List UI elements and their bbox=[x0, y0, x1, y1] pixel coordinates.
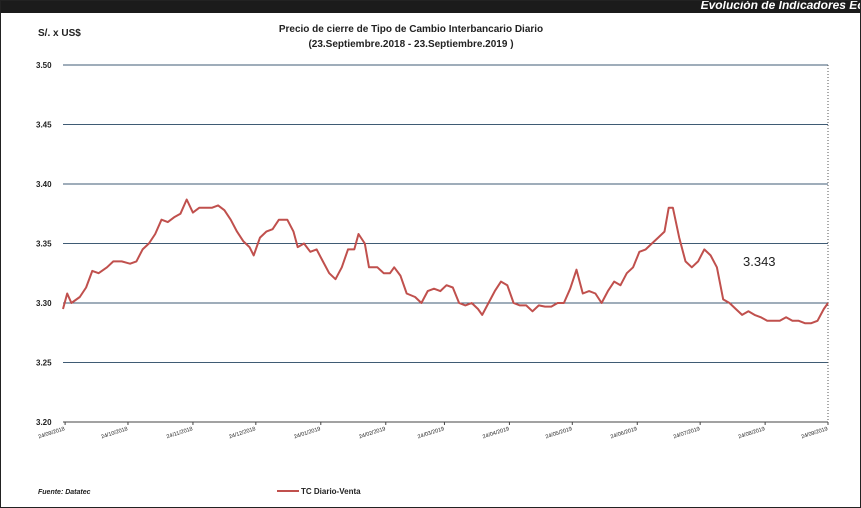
y-tick-label: 3.25 bbox=[36, 359, 52, 368]
top-banner: Evolución de Indicadores Ec bbox=[1, 0, 861, 13]
x-tick-label: 24/02/2019 bbox=[358, 426, 386, 440]
y-tick-labels: 3.50 3.45 3.40 3.35 3.30 3.25 3.20 bbox=[36, 61, 52, 427]
y-tick-label: 3.50 bbox=[36, 61, 52, 70]
grid-lines bbox=[63, 64, 828, 363]
x-tick-label: 24/08/2019 bbox=[738, 426, 766, 440]
x-tick-label: 24/11/2018 bbox=[166, 426, 194, 440]
y-tick-label: 3.20 bbox=[36, 418, 52, 427]
x-tick-label: 24/09/2018 bbox=[38, 426, 66, 440]
chart-title-line2: (23.Septiembre.2018 - 23.Septiembre.2019… bbox=[308, 39, 513, 50]
y-tick-label: 3.30 bbox=[36, 299, 52, 308]
x-tick-labels: 24/09/2018 24/10/2018 24/11/2018 24/12/2018… bbox=[38, 422, 829, 440]
banner-title: Evolución de Indicadores Ec bbox=[700, 0, 861, 12]
y-tick-label: 3.35 bbox=[36, 240, 52, 249]
last-value-label: 3.343 bbox=[743, 254, 776, 269]
series-group bbox=[62, 198, 829, 325]
y-tick-label: 3.45 bbox=[36, 121, 52, 130]
x-tick-label: 24/12/2018 bbox=[228, 426, 256, 440]
y-axis-label: S/. x US$ bbox=[38, 28, 81, 39]
x-tick-label: 24/10/2018 bbox=[101, 426, 129, 440]
x-tick-label: 24/06/2019 bbox=[610, 426, 638, 440]
y-tick-label: 3.40 bbox=[36, 180, 52, 189]
x-tick-label: 24/07/2019 bbox=[673, 426, 701, 440]
x-tick-label: 24/04/2019 bbox=[482, 426, 510, 440]
chart-title-line1: Precio de cierre de Tipo de Cambio Inter… bbox=[279, 24, 543, 35]
x-tick-label: 24/05/2019 bbox=[545, 426, 573, 440]
legend-label: TC Diario-Venta bbox=[301, 487, 361, 496]
x-tick-label: 24/09/2019 bbox=[801, 426, 829, 440]
series-line bbox=[62, 198, 829, 325]
source-note: Fuente: Datatec bbox=[38, 489, 91, 496]
x-tick-label: 24/01/2019 bbox=[293, 426, 321, 440]
x-tick-label: 24/03/2019 bbox=[417, 426, 445, 440]
